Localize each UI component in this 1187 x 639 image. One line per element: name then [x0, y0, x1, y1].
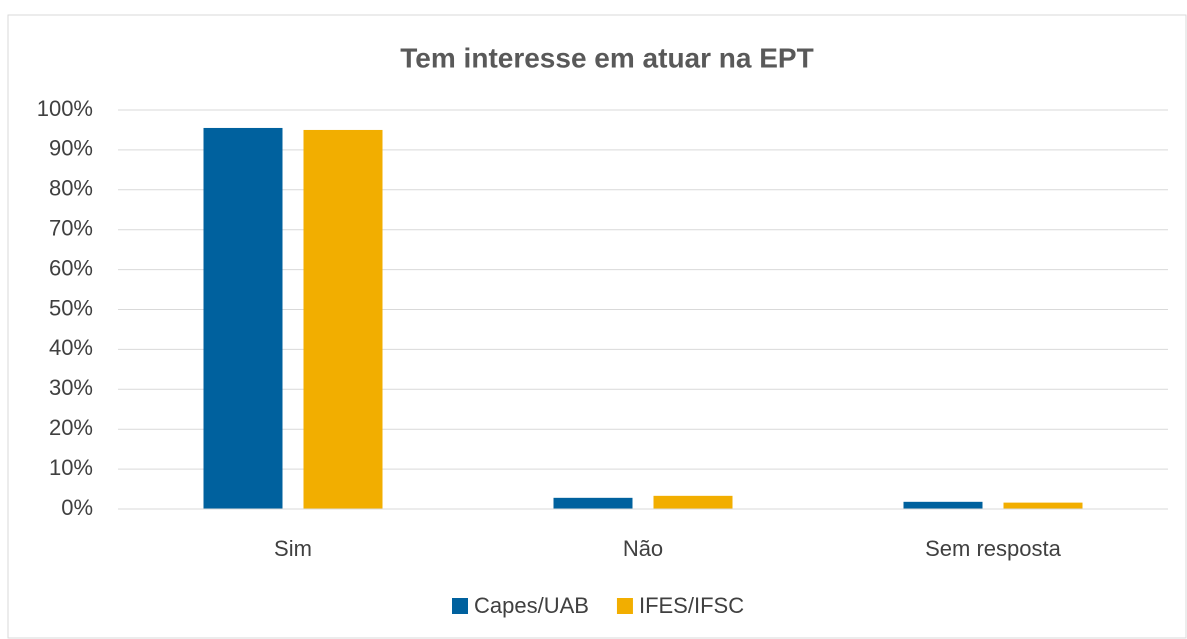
y-tick-label: 30% [49, 375, 93, 400]
bar [1003, 502, 1083, 509]
legend-label: IFES/IFSC [639, 593, 744, 618]
y-tick-label: 50% [49, 295, 93, 320]
legend-swatch [616, 598, 633, 614]
bar [903, 501, 983, 509]
x-tick-label: Sem resposta [925, 536, 1061, 561]
y-tick-label: 10% [49, 455, 93, 480]
y-tick-label: 0% [61, 495, 93, 520]
legend-label: Capes/UAB [474, 593, 589, 618]
y-tick-label: 70% [49, 216, 93, 241]
x-tick-label: Sim [274, 536, 312, 561]
x-tick-label: Não [623, 536, 663, 561]
bar [303, 129, 383, 509]
y-tick-label: 100% [37, 96, 93, 121]
y-tick-label: 90% [49, 136, 93, 161]
chart-title: Tem interesse em atuar na EPT [400, 42, 813, 73]
legend-swatch [452, 598, 468, 614]
bar [653, 495, 733, 509]
bar [203, 127, 283, 509]
y-tick-label: 20% [49, 415, 93, 440]
y-tick-label: 60% [49, 255, 93, 280]
y-tick-label: 40% [49, 335, 93, 360]
bar [553, 497, 633, 509]
y-tick-label: 80% [49, 176, 93, 201]
